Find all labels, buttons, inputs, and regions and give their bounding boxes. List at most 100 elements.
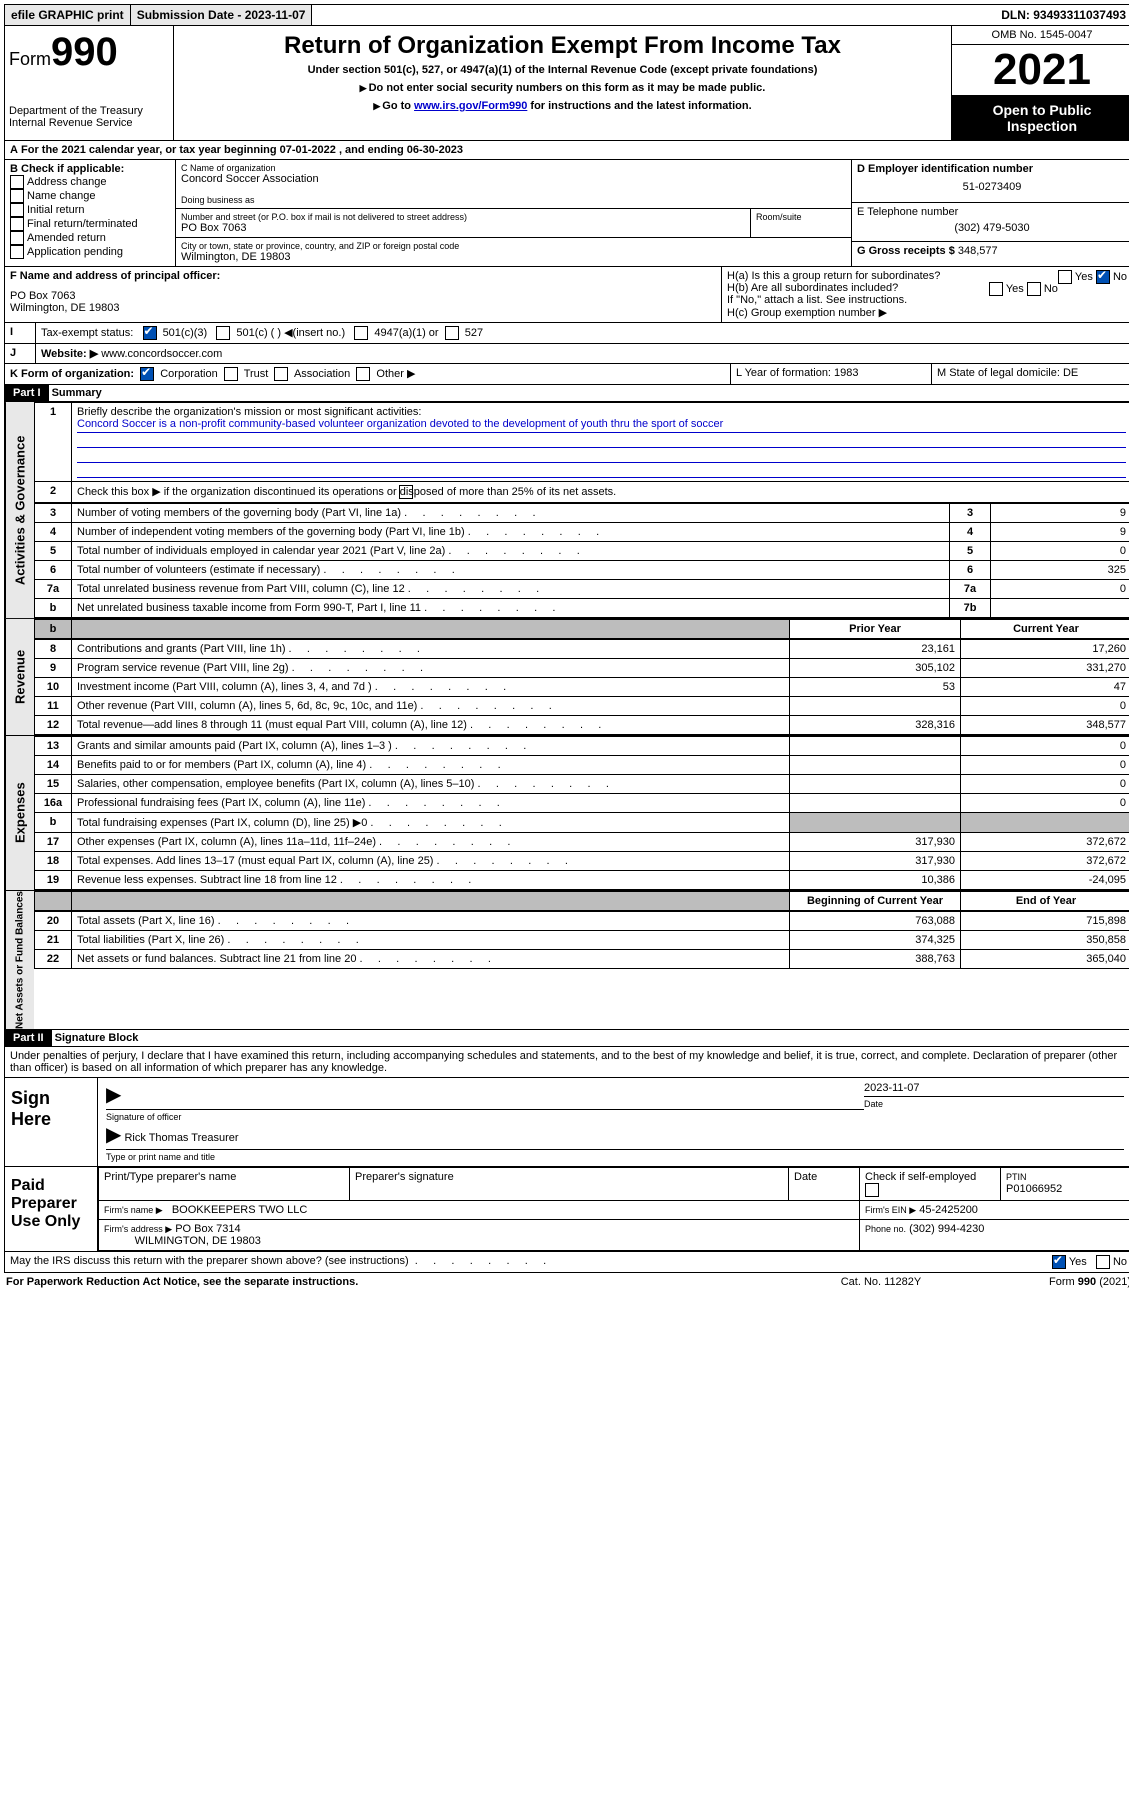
ha-no[interactable]: No xyxy=(1113,271,1127,283)
col-begin: Beginning of Current Year xyxy=(790,892,961,911)
goto-suffix: for instructions and the latest informat… xyxy=(527,100,751,112)
officer-name-title: Rick Thomas Treasurer xyxy=(124,1132,238,1144)
q1: Briefly describe the organization's miss… xyxy=(77,406,1126,418)
opt-trust[interactable]: Trust xyxy=(244,368,269,380)
website-lbl: Website: ▶ xyxy=(41,348,98,360)
chk-address-change[interactable]: Address change xyxy=(27,176,107,188)
room-lbl: Room/suite xyxy=(751,209,851,237)
officer-addr1: PO Box 7063 xyxy=(10,290,716,302)
open-inspection: Open to Public Inspection xyxy=(952,96,1129,140)
state-domicile: M State of legal domicile: DE xyxy=(932,364,1129,384)
phone-val: (302) 479-5030 xyxy=(857,222,1127,234)
firm-addr2: WILMINGTON, DE 19803 xyxy=(135,1235,261,1247)
part2-title: Signature Block xyxy=(55,1032,139,1044)
discuss-no[interactable]: No xyxy=(1113,1256,1127,1268)
part1-bar: Part I xyxy=(5,385,49,401)
side-revenue: Revenue xyxy=(5,619,34,735)
tax-year: 2021 xyxy=(952,45,1129,96)
col-prior: Prior Year xyxy=(790,620,961,639)
firm-ein-lbl: Firm's EIN ▶ xyxy=(865,1205,916,1215)
side-netassets: Net Assets or Fund Balances xyxy=(5,891,34,1029)
line-j: J xyxy=(5,344,36,363)
chk-initial-return[interactable]: Initial return xyxy=(27,204,84,216)
irs-link[interactable]: www.irs.gov/Form990 xyxy=(414,100,527,112)
ein-val: 51-0273409 xyxy=(857,181,1127,193)
line-i: I xyxy=(5,323,36,343)
col-end: End of Year xyxy=(961,892,1129,911)
website-val[interactable]: www.concordsoccer.com xyxy=(101,348,222,360)
year-formation: L Year of formation: 1983 xyxy=(731,364,932,384)
opt-501c[interactable]: 501(c) ( ) ◀(insert no.) xyxy=(236,327,345,339)
addr: PO Box 7063 xyxy=(181,222,745,234)
opt-assoc[interactable]: Association xyxy=(294,368,350,380)
opt-other[interactable]: Other ▶ xyxy=(376,368,415,380)
dln: DLN: 93493311037493 xyxy=(995,5,1129,25)
discuss-yes[interactable]: Yes xyxy=(1069,1256,1087,1268)
chk-amended[interactable]: Amended return xyxy=(27,232,106,244)
officer-addr2: Wilmington, DE 19803 xyxy=(10,302,716,314)
subtitle-2: Do not enter social security numbers on … xyxy=(180,82,945,94)
officer-lbl: F Name and address of principal officer: xyxy=(10,270,716,282)
form-org-lbl: K Form of organization: xyxy=(10,368,134,380)
dba-lbl: Doing business as xyxy=(181,195,846,205)
paid-prep-lbl: Paid Preparer Use Only xyxy=(5,1167,98,1251)
col-current: Current Year xyxy=(961,620,1129,639)
hb-lbl: H(b) Are all subordinates included? xyxy=(727,282,898,294)
form-label: Form xyxy=(9,49,51,69)
hc-lbl: H(c) Group exemption number ▶ xyxy=(727,306,1127,319)
line-a: A For the 2021 calendar year, or tax yea… xyxy=(5,141,1129,159)
prep-date-lbl: Date xyxy=(789,1168,860,1201)
part2-bar: Part II xyxy=(5,1030,52,1046)
ha-yes[interactable]: Yes xyxy=(1075,271,1093,283)
sig-date-val: 2023-11-07 xyxy=(864,1082,1124,1094)
opt-501c3[interactable]: 501(c)(3) xyxy=(163,327,208,339)
form-header: Form990 Department of the Treasury Inter… xyxy=(4,26,1129,141)
box-b-head: B Check if applicable: xyxy=(10,163,170,175)
phone-lbl: E Telephone number xyxy=(857,206,1127,218)
omb-number: OMB No. 1545-0047 xyxy=(952,26,1129,45)
form-footer: Form 990 (2021) xyxy=(981,1276,1129,1288)
declaration: Under penalties of perjury, I declare th… xyxy=(4,1047,1129,1078)
sign-here-lbl: Sign Here xyxy=(5,1078,98,1166)
sig-date-lbl: Date xyxy=(864,1099,1124,1109)
mission-text: Concord Soccer is a non-profit community… xyxy=(77,418,1126,433)
dept-treasury: Department of the Treasury xyxy=(9,105,169,117)
type-name-lbl: Type or print name and title xyxy=(106,1152,1124,1162)
hb-yes[interactable]: Yes xyxy=(1006,283,1024,295)
ha-lbl: H(a) Is this a group return for subordin… xyxy=(727,270,940,282)
irs-label: Internal Revenue Service xyxy=(9,117,169,129)
firm-addr1: PO Box 7314 xyxy=(175,1223,240,1235)
q2: Check this box ▶ if the organization dis… xyxy=(72,482,1129,503)
firm-ein: 45-2425200 xyxy=(919,1204,978,1216)
gross-lbl: G Gross receipts $ xyxy=(857,245,955,257)
self-emp-lbl: Check if self-employed xyxy=(860,1168,1001,1201)
opt-4947[interactable]: 4947(a)(1) or xyxy=(374,327,438,339)
pra-notice: For Paperwork Reduction Act Notice, see … xyxy=(6,1276,781,1288)
efile-print-btn[interactable]: efile GRAPHIC print xyxy=(5,5,131,25)
firm-phone-lbl: Phone no. xyxy=(865,1224,906,1234)
subtitle-1: Under section 501(c), 527, or 4947(a)(1)… xyxy=(180,64,945,76)
ptin-lbl: PTIN xyxy=(1006,1172,1027,1182)
chk-app-pending[interactable]: Application pending xyxy=(27,246,123,258)
cat-no: Cat. No. 11282Y xyxy=(781,1276,981,1288)
entity-block: B Check if applicable: Address change Na… xyxy=(4,160,1129,267)
hb-no[interactable]: No xyxy=(1044,283,1058,295)
side-expenses: Expenses xyxy=(5,736,34,890)
prep-sig-lbl: Preparer's signature xyxy=(350,1168,789,1201)
chk-final-return[interactable]: Final return/terminated xyxy=(27,218,138,230)
form-title: Return of Organization Exempt From Incom… xyxy=(180,32,945,60)
sig-officer-lbl: Signature of officer xyxy=(106,1112,864,1122)
opt-527[interactable]: 527 xyxy=(465,327,483,339)
tax-exempt-lbl: Tax-exempt status: xyxy=(41,327,133,339)
chk-name-change[interactable]: Name change xyxy=(27,190,96,202)
opt-corp[interactable]: Corporation xyxy=(160,368,217,380)
addr-lbl: Number and street (or P.O. box if mail i… xyxy=(181,212,745,222)
city-lbl: City or town, state or province, country… xyxy=(181,241,846,251)
side-governance: Activities & Governance xyxy=(5,402,34,618)
gross-val: 348,577 xyxy=(958,245,998,257)
part1-title: Summary xyxy=(52,387,102,399)
firm-name: BOOKKEEPERS TWO LLC xyxy=(172,1204,308,1216)
org-name: Concord Soccer Association xyxy=(181,173,846,185)
firm-name-lbl: Firm's name ▶ xyxy=(104,1205,163,1215)
discuss-lbl: May the IRS discuss this return with the… xyxy=(10,1255,409,1267)
